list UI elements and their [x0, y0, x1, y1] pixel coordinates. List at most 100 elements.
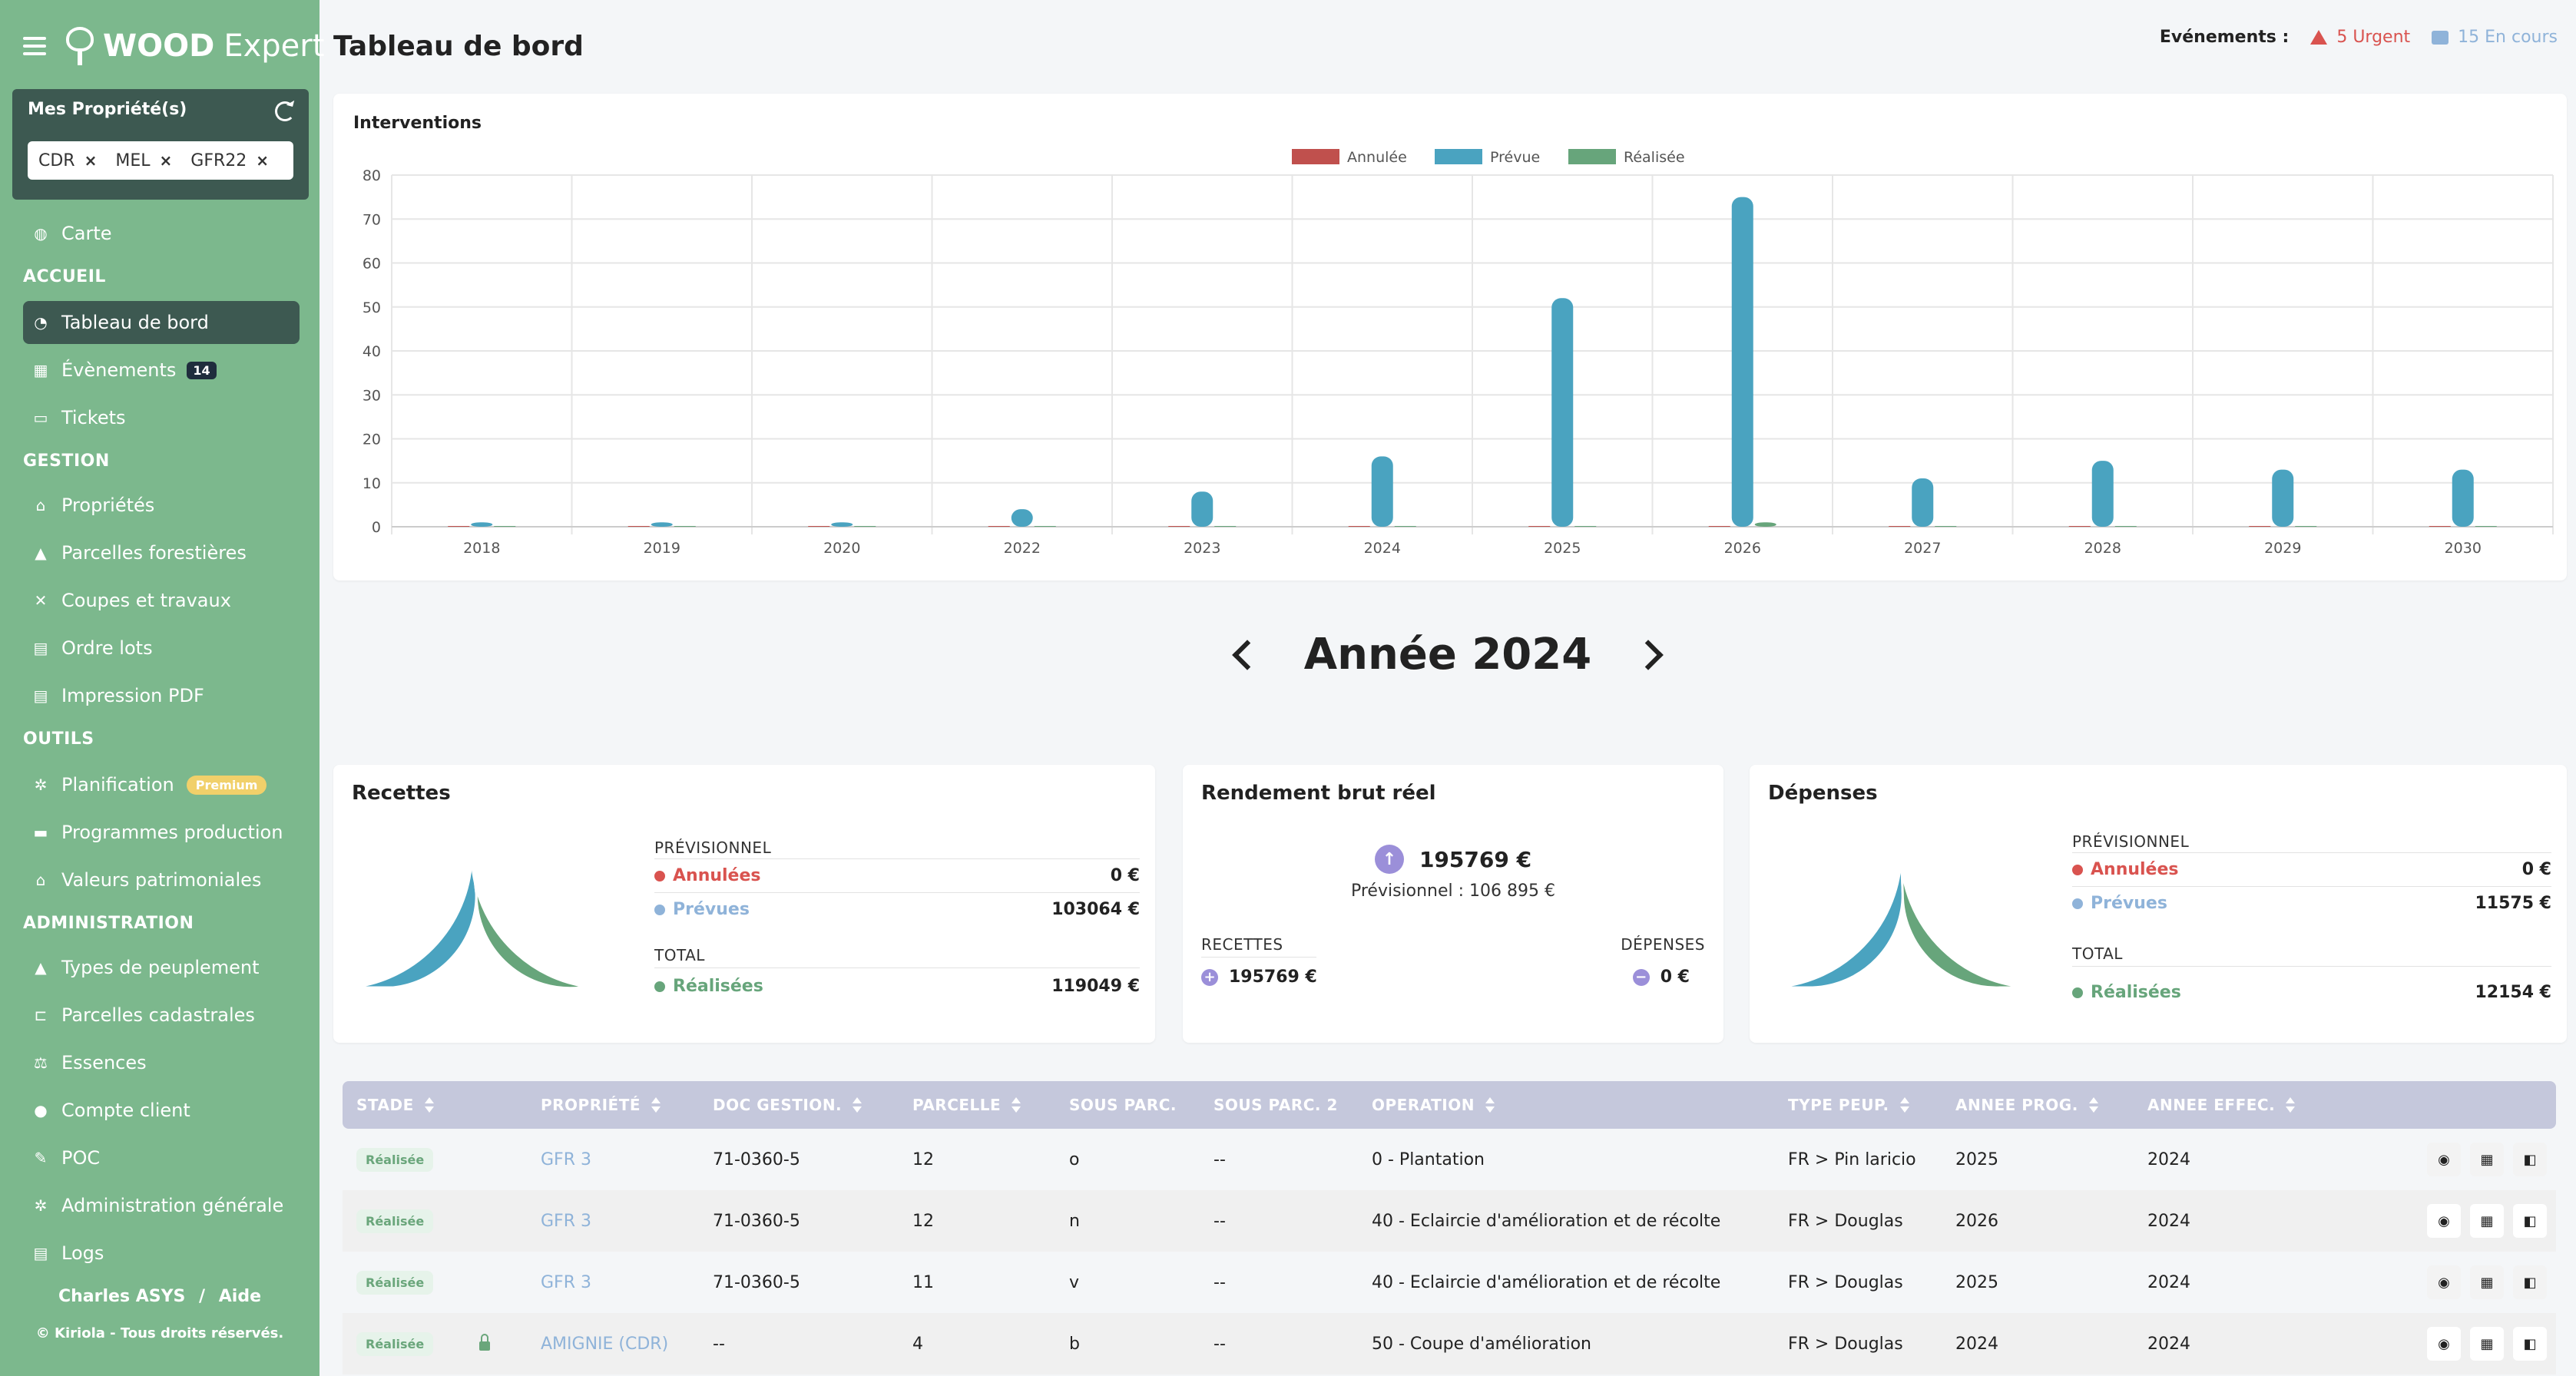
propriete-link[interactable]: GFR 3: [541, 1272, 591, 1292]
sort-icon: [651, 1097, 661, 1113]
bell-icon: ▲: [35, 544, 47, 562]
bank-icon: ⌂: [35, 871, 46, 889]
sidebar-item-proprietes[interactable]: ⌂ Propriétés: [23, 484, 300, 527]
col-annee-effec[interactable]: ANNEE EFFEC.: [2147, 1081, 2296, 1129]
sidebar-item-label: Parcelles forestières: [61, 542, 247, 564]
sous-parc-2-cell: --: [1214, 1211, 1226, 1231]
sidebar-item-ordre-lots[interactable]: ▤ Ordre lots: [23, 627, 300, 670]
col-type-peup[interactable]: TYPE PEUP.: [1788, 1081, 1909, 1129]
calendar-icon[interactable]: ▦: [2470, 1204, 2504, 1238]
propriete-link[interactable]: GFR 3: [541, 1149, 591, 1169]
sidebar-item-logs[interactable]: ▤ Logs: [23, 1232, 300, 1275]
bar-prévue: [1011, 509, 1033, 527]
sidebar-item-label: Propriétés: [61, 495, 155, 516]
col-stade[interactable]: STADE: [356, 1081, 434, 1129]
col-annee-prog[interactable]: ANNEE PROG.: [1955, 1081, 2098, 1129]
propriete-link[interactable]: GFR 3: [541, 1211, 591, 1231]
eye-icon[interactable]: ◉: [2427, 1327, 2461, 1361]
urgent-events-link[interactable]: 5 Urgent: [2310, 28, 2410, 47]
eye-icon[interactable]: ◉: [2427, 1143, 2461, 1176]
sidebar-item-carte[interactable]: ◍ Carte: [23, 212, 300, 255]
property-tag-label: GFR22: [190, 150, 247, 170]
depenses-gauge: [1770, 852, 2042, 989]
x-tick-label: 2026: [1724, 540, 1761, 557]
map-icon[interactable]: ◧: [2513, 1204, 2547, 1238]
in-progress-events-link[interactable]: 15 En cours: [2432, 28, 2558, 47]
sidebar-item-parcelles-forestieres[interactable]: ▲ Parcelles forestières: [23, 531, 300, 574]
eye-icon[interactable]: ◉: [2427, 1204, 2461, 1238]
sidebar-item-programmes-production[interactable]: ▬ Programmes production: [23, 811, 300, 854]
bar-prévue: [1191, 491, 1214, 527]
x-tick-label: 2029: [2264, 540, 2301, 557]
sidebar-item-administration-generale[interactable]: ✲ Administration générale: [23, 1184, 300, 1227]
remove-tag-icon[interactable]: ×: [256, 151, 270, 170]
bar-prévue: [471, 522, 493, 527]
sidebar-item-evenements[interactable]: ▦ Évènements 14: [23, 349, 300, 392]
y-tick-label: 80: [363, 167, 381, 184]
section-outils: OUTILS: [23, 729, 94, 749]
home-icon: ⌂: [35, 496, 46, 514]
map-icon[interactable]: ◧: [2513, 1265, 2547, 1299]
sidebar-item-valeurs-patrimoniales[interactable]: ⌂ Valeurs patrimoniales: [23, 858, 300, 901]
bar-réalisée: [1574, 526, 1597, 527]
x-tick-label: 2018: [463, 540, 500, 557]
properties-tags-input[interactable]: CDR × MEL × GFR22 ×: [28, 141, 293, 180]
rendement-recettes-row: +195769 €: [1201, 968, 1317, 987]
map-icon[interactable]: ◧: [2513, 1143, 2547, 1176]
eye-icon[interactable]: ◉: [2427, 1265, 2461, 1299]
bar-prévue: [1731, 197, 1753, 527]
brand: WOOD Expert: [23, 22, 324, 71]
user-name[interactable]: Charles ASYS: [58, 1287, 186, 1306]
sidebar-item-poc[interactable]: ✎ POC: [23, 1136, 300, 1179]
sidebar-item-essences[interactable]: ⚖ Essences: [23, 1041, 300, 1084]
help-link[interactable]: Aide: [218, 1287, 261, 1306]
depenses-prevues-value: 11575 €: [2475, 894, 2551, 913]
footer-user: Charles ASYS / Aide: [0, 1287, 320, 1306]
sidebar-item-planification[interactable]: ✲ Planification Premium: [23, 763, 300, 806]
type-peup-cell: FR > Douglas: [1788, 1334, 1903, 1354]
premium-badge: Premium: [186, 775, 267, 795]
sidebar-item-tickets[interactable]: ▭ Tickets: [23, 396, 300, 439]
bar-réalisée: [494, 526, 516, 527]
bar-prévue: [2272, 469, 2294, 527]
pdf-file-icon: ▤: [33, 686, 48, 705]
col-label: TYPE PEUP.: [1788, 1096, 1889, 1114]
calendar-icon[interactable]: ▦: [2470, 1327, 2504, 1361]
legend-swatch: [1568, 149, 1616, 164]
col-operation[interactable]: OPERATION: [1372, 1081, 1495, 1129]
ticket-icon: ▭: [33, 408, 48, 427]
sidebar-item-tableau-de-bord[interactable]: ◔ Tableau de bord: [23, 301, 300, 344]
propriete-link[interactable]: AMIGNIE (CDR): [541, 1334, 669, 1354]
lock-icon: [479, 1334, 491, 1351]
menu-icon[interactable]: [23, 37, 46, 55]
calendar-icon[interactable]: ▦: [2470, 1143, 2504, 1176]
bar-annulée: [1528, 526, 1551, 527]
remove-tag-icon[interactable]: ×: [159, 151, 173, 170]
x-tick-label: 2027: [1904, 540, 1941, 557]
remove-tag-icon[interactable]: ×: [84, 151, 98, 170]
map-marker-icon: ⊏: [34, 1006, 48, 1024]
map-icon[interactable]: ◧: [2513, 1327, 2547, 1361]
col-propriete[interactable]: PROPRIÉTÉ: [541, 1081, 661, 1129]
chevron-left-icon[interactable]: [1231, 639, 1263, 670]
type-peup-cell: FR > Douglas: [1788, 1272, 1903, 1292]
col-sous-parc-2: SOUS PARC. 2: [1214, 1081, 1338, 1129]
bell-icon: ▲: [35, 958, 47, 977]
calendar-icon[interactable]: ▦: [2470, 1265, 2504, 1299]
sidebar-item-coupes-travaux[interactable]: ✕ Coupes et travaux: [23, 579, 300, 622]
sidebar-item-label: Valeurs patrimoniales: [61, 869, 262, 891]
section-administration: ADMINISTRATION: [23, 914, 194, 933]
sidebar-item-compte-client[interactable]: ● Compte client: [23, 1089, 300, 1132]
refresh-icon[interactable]: [275, 101, 295, 121]
parcelle-cell: 11: [912, 1272, 934, 1292]
bar-annulée: [627, 526, 650, 527]
sidebar-item-label: Carte: [61, 223, 112, 244]
sidebar-item-parcelles-cadastrales[interactable]: ⊏ Parcelles cadastrales: [23, 994, 300, 1037]
sidebar-item-impression-pdf[interactable]: ▤ Impression PDF: [23, 674, 300, 717]
col-parcelle[interactable]: PARCELLE: [912, 1081, 1021, 1129]
chevron-right-icon[interactable]: [1633, 639, 1664, 670]
sidebar-item-types-peuplement[interactable]: ▲ Types de peuplement: [23, 946, 300, 989]
col-doc-gestion[interactable]: DOC GESTION.: [713, 1081, 863, 1129]
bar-annulée: [1168, 526, 1190, 527]
urgent-events-text: 5 Urgent: [2336, 28, 2411, 47]
